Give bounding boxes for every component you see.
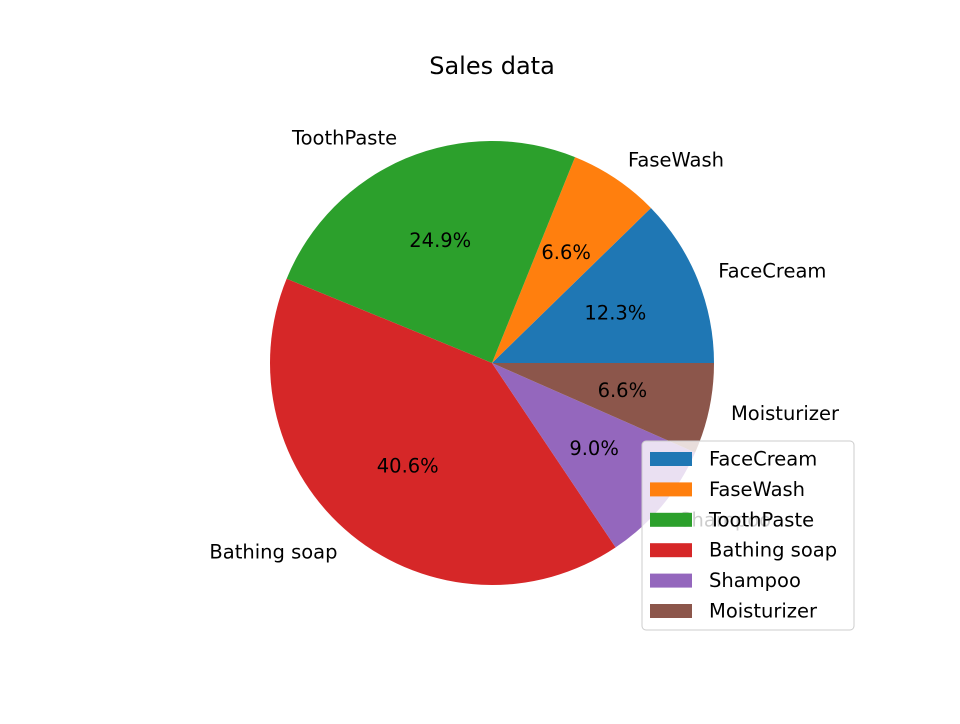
percent-label-toothpaste: 24.9% xyxy=(409,229,471,252)
legend-swatch-toothpaste xyxy=(650,512,692,527)
percent-label-moisturizer: 6.6% xyxy=(598,379,648,402)
legend-swatch-fasewash xyxy=(650,482,692,497)
legend-frame xyxy=(641,440,855,631)
legend-label-moisturizer: Moisturizer xyxy=(709,600,818,623)
slice-bathing-soap xyxy=(270,278,616,585)
percent-label-bathing-soap: 40.6% xyxy=(377,455,439,478)
slice-fasewash xyxy=(492,157,651,363)
chart-title: Sales data xyxy=(429,52,555,80)
legend-label-fasewash: FaseWash xyxy=(709,478,805,501)
legend-label-shampoo: Shampoo xyxy=(709,569,801,592)
legend-label-toothpaste: ToothPaste xyxy=(708,508,814,531)
legend: FaceCream FaseWash ToothPaste Bathing soap S… xyxy=(641,440,855,631)
percent-labels: 12.3% 6.6% 24.9% 40.6% 9.0% 6.6% xyxy=(377,229,647,478)
percent-label-shampoo: 9.0% xyxy=(569,437,619,460)
category-label-bathing-soap: Bathing soap xyxy=(209,541,337,564)
percent-label-facecream: 12.3% xyxy=(584,301,646,324)
slice-toothpaste xyxy=(286,141,576,363)
category-label-facecream: FaceCream xyxy=(718,259,826,282)
legend-swatch-bathing-soap xyxy=(650,543,692,558)
legend-swatch-facecream xyxy=(650,452,692,466)
slice-moisturizer xyxy=(492,363,714,453)
category-label-fasewash: FaseWash xyxy=(628,149,724,172)
slice-facecream xyxy=(492,208,714,363)
percent-label-fasewash: 6.6% xyxy=(541,241,591,264)
legend-swatch-moisturizer xyxy=(650,604,692,618)
legend-label-facecream: FaceCream xyxy=(709,448,817,471)
category-label-toothpaste: ToothPaste xyxy=(291,126,397,149)
legend-label-bathing-soap: Bathing soap xyxy=(709,539,837,562)
legend-swatch-shampoo xyxy=(650,573,692,588)
category-label-moisturizer: Moisturizer xyxy=(731,402,840,425)
